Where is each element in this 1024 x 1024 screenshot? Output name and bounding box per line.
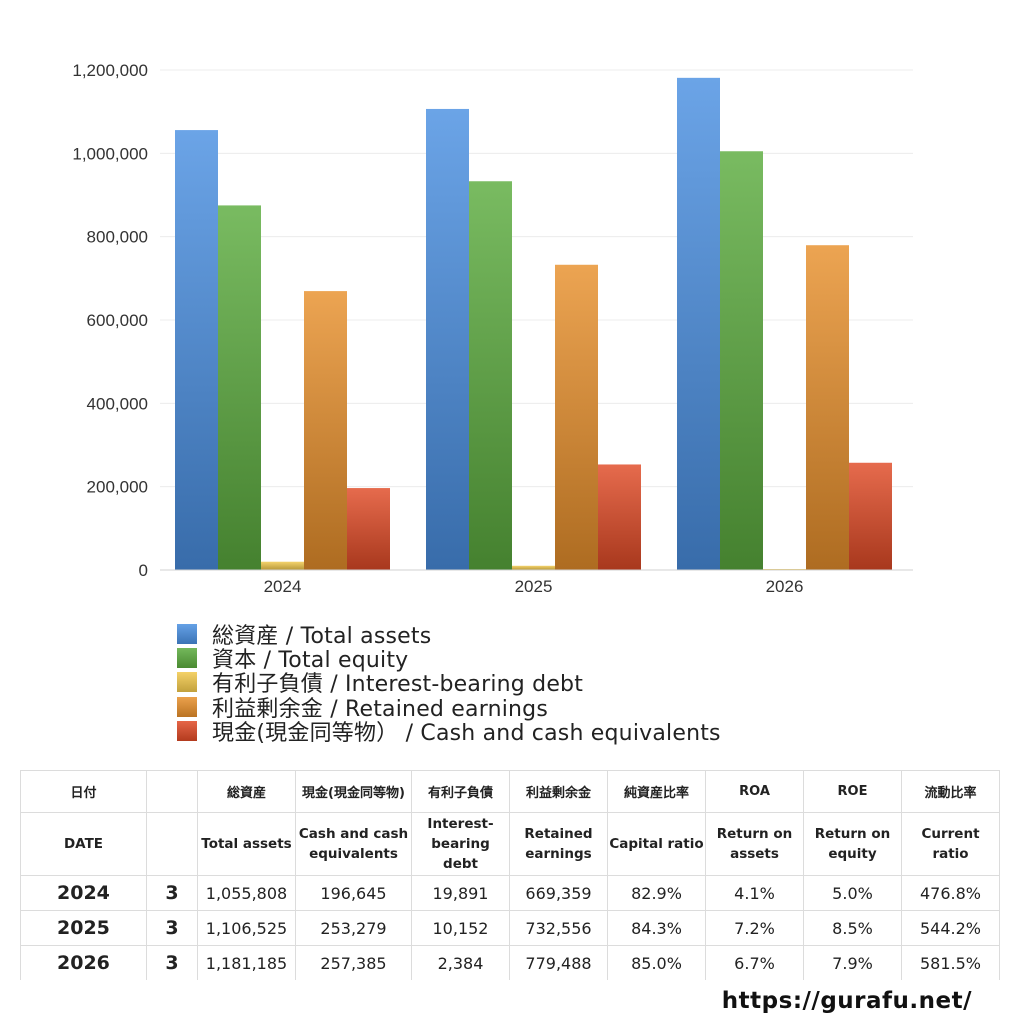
legend-item: 現金(現金同等物） / Cash and cash equivalents <box>177 719 721 746</box>
cell-capital-ratio: 84.3% <box>607 910 706 946</box>
y-tick-label: 400,000 <box>87 394 148 413</box>
cell-year: 2026 <box>20 945 147 980</box>
header-retained-en: Retained earnings <box>509 812 608 876</box>
legend-label-interest-bearing-debt: 有利子負債 / Interest-bearing debt <box>212 672 584 698</box>
header-date-en: DATE <box>20 812 147 876</box>
cell-retained: 669,359 <box>509 875 608 911</box>
header-roa-jp: ROA <box>705 770 804 813</box>
cell-cash: 257,385 <box>295 945 412 980</box>
header-debt-jp: 有利子負債 <box>411 770 510 813</box>
header-current-ratio-en: Current ratio <box>901 812 1000 876</box>
header-month-en <box>146 812 198 876</box>
table-header-row-en: DATE Total assets Cash and cash equivale… <box>20 812 1000 876</box>
site-url: https://gurafu.net/ <box>721 988 972 1014</box>
table-row: 2024 3 1,055,808 196,645 19,891 669,359 … <box>20 875 1000 911</box>
header-date-jp: 日付 <box>20 770 147 813</box>
bar <box>849 462 892 570</box>
header-total-assets-jp: 総資産 <box>197 770 296 813</box>
cell-year: 2024 <box>20 875 147 911</box>
bar <box>218 205 261 570</box>
y-tick-label: 600,000 <box>87 311 148 330</box>
cell-capital-ratio: 85.0% <box>607 945 706 980</box>
cell-total-assets: 1,055,808 <box>197 875 296 911</box>
cell-retained: 779,488 <box>509 945 608 980</box>
header-debt-en: Interest-bearing debt <box>411 812 510 876</box>
header-cash-jp: 現金(現金同等物) <box>295 770 412 813</box>
x-tick-label: 2024 <box>264 577 302 596</box>
bar <box>677 77 720 570</box>
cell-cash: 196,645 <box>295 875 412 911</box>
legend-swatch-total-assets <box>177 624 197 645</box>
legend-item: 利益剰余金 / Retained earnings <box>177 695 721 722</box>
y-tick-label: 0 <box>139 561 148 580</box>
header-total-assets-en: Total assets <box>197 812 296 876</box>
cell-month: 3 <box>146 945 198 980</box>
cell-roa: 6.7% <box>705 945 804 980</box>
chart-legend: 総資産 / Total assets 資本 / Total equity 有利子… <box>177 622 721 746</box>
header-capital-ratio-jp: 純資産比率 <box>607 770 706 813</box>
cell-roa: 4.1% <box>705 875 804 911</box>
bar <box>175 130 218 570</box>
legend-label-total-equity: 資本 / Total equity <box>212 648 409 674</box>
legend-label-retained-earnings: 利益剰余金 / Retained earnings <box>212 696 548 722</box>
legend-label-total-assets: 総資産 / Total assets <box>212 624 432 650</box>
cell-roe: 5.0% <box>803 875 902 911</box>
bar <box>261 561 304 570</box>
cell-roe: 7.9% <box>803 945 902 980</box>
bar <box>720 151 763 570</box>
y-tick-label: 1,000,000 <box>72 144 148 163</box>
x-tick-label: 2025 <box>515 577 553 596</box>
cell-month: 3 <box>146 875 198 911</box>
table-row: 2025 3 1,106,525 253,279 10,152 732,556 … <box>20 910 1000 946</box>
cell-total-assets: 1,106,525 <box>197 910 296 946</box>
cell-cash: 253,279 <box>295 910 412 946</box>
legend-swatch-interest-bearing-debt <box>177 672 197 693</box>
bar <box>598 464 641 570</box>
legend-item: 資本 / Total equity <box>177 646 721 673</box>
header-roe-en: Return on equity <box>803 812 902 876</box>
cell-debt: 2,384 <box>411 945 510 980</box>
table-row: 2026 3 1,181,185 257,385 2,384 779,488 8… <box>20 945 1000 980</box>
bar <box>426 108 469 571</box>
y-tick-label: 800,000 <box>87 228 148 247</box>
cell-roa: 7.2% <box>705 910 804 946</box>
header-roe-jp: ROE <box>803 770 902 813</box>
y-tick-label: 200,000 <box>87 478 148 497</box>
financial-table: 日付 総資産 現金(現金同等物) 有利子負債 利益剰余金 純資産比率 ROA R… <box>20 770 1000 980</box>
bar <box>512 565 555 570</box>
bar <box>555 264 598 570</box>
table-header-row-jp: 日付 総資産 現金(現金同等物) 有利子負債 利益剰余金 純資産比率 ROA R… <box>20 770 1000 813</box>
bar <box>347 488 390 570</box>
cell-current-ratio: 544.2% <box>901 910 1000 946</box>
bar <box>304 291 347 570</box>
cell-current-ratio: 476.8% <box>901 875 1000 911</box>
header-current-ratio-jp: 流動比率 <box>901 770 1000 813</box>
legend-label-cash: 現金(現金同等物） / Cash and cash equivalents <box>212 720 721 746</box>
cell-current-ratio: 581.5% <box>901 945 1000 980</box>
cell-retained: 732,556 <box>509 910 608 946</box>
cell-debt: 19,891 <box>411 875 510 911</box>
header-retained-jp: 利益剰余金 <box>509 770 608 813</box>
header-capital-ratio-en: Capital ratio <box>607 812 706 876</box>
legend-item: 総資産 / Total assets <box>177 622 721 649</box>
legend-swatch-cash <box>177 720 197 741</box>
legend-item: 有利子負債 / Interest-bearing debt <box>177 670 721 697</box>
cell-debt: 10,152 <box>411 910 510 946</box>
header-month-jp <box>146 770 198 813</box>
cell-total-assets: 1,181,185 <box>197 945 296 980</box>
bar-chart: 1,200,000 1,000,000 800,000 600,000 400,000 2… <box>72 61 913 596</box>
bar <box>469 181 512 570</box>
cell-year: 2025 <box>20 910 147 946</box>
x-tick-label: 2026 <box>766 577 804 596</box>
cell-roe: 8.5% <box>803 910 902 946</box>
y-tick-label: 1,200,000 <box>72 61 148 80</box>
header-roa-en: Return on assets <box>705 812 804 876</box>
bar <box>806 245 849 571</box>
header-cash-en: Cash and cash equivalents <box>295 812 412 876</box>
cell-capital-ratio: 82.9% <box>607 875 706 911</box>
legend-swatch-total-equity <box>177 648 197 669</box>
cell-month: 3 <box>146 910 198 946</box>
legend-swatch-retained-earnings <box>177 696 197 717</box>
